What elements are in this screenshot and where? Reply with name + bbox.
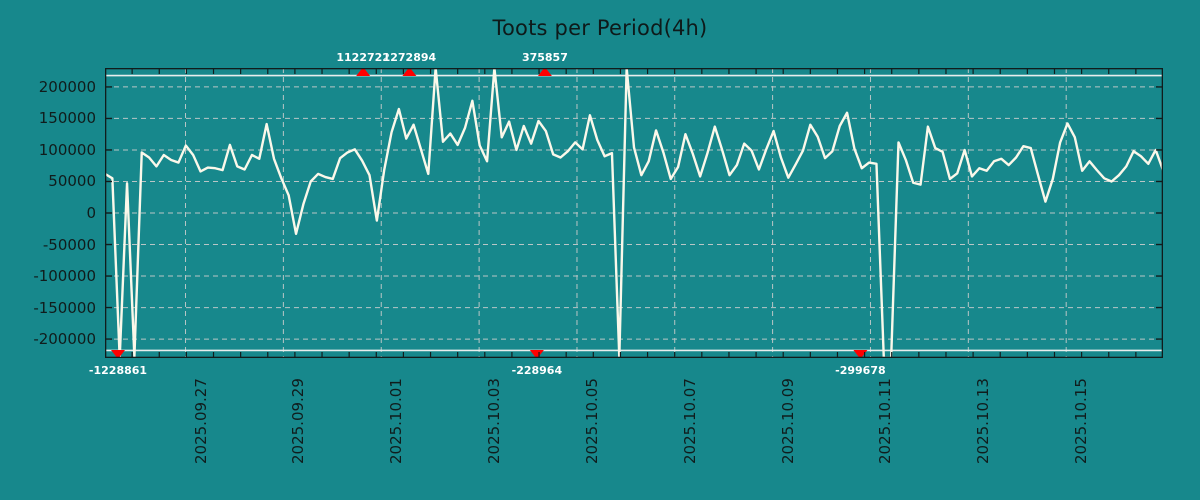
x-tick-label: 2025.10.09 bbox=[778, 378, 797, 464]
trough-3-label: -299678 bbox=[835, 364, 886, 377]
y-tick-label: -50000 bbox=[42, 235, 96, 254]
peak-marker[interactable] bbox=[356, 68, 371, 76]
trough-marker[interactable] bbox=[111, 350, 126, 358]
y-tick-label: 50000 bbox=[48, 172, 96, 191]
y-tick-label: 150000 bbox=[38, 109, 96, 128]
data-series-line bbox=[105, 68, 1163, 358]
trough-2-label: -228964 bbox=[511, 364, 563, 377]
trough-1-label: -1228861 bbox=[88, 364, 148, 377]
peak-3-label: 375857 bbox=[521, 51, 568, 64]
peak-2-label: 1272894 bbox=[382, 51, 437, 64]
x-tick-label: 2025.10.03 bbox=[485, 378, 504, 464]
x-tick-label: 2025.10.01 bbox=[387, 378, 406, 464]
axis-ticks bbox=[105, 68, 1163, 358]
line-chart-svg bbox=[105, 68, 1163, 358]
plot-area[interactable] bbox=[105, 68, 1163, 358]
x-tick-label: 2025.10.07 bbox=[680, 378, 699, 464]
trough-marker[interactable] bbox=[529, 350, 544, 358]
x-tick-label: 2025.09.27 bbox=[191, 378, 210, 464]
y-tick-label: -100000 bbox=[33, 267, 96, 286]
y-tick-label: -200000 bbox=[33, 330, 96, 349]
y-tick-label: 0 bbox=[86, 204, 96, 222]
x-tick-label: 2025.10.13 bbox=[974, 378, 993, 464]
peak-marker[interactable] bbox=[402, 68, 417, 76]
chart-title: Toots per Period(4h) bbox=[492, 16, 708, 40]
plot-border bbox=[105, 68, 1163, 358]
extreme-value-markers[interactable] bbox=[111, 68, 868, 358]
y-tick-label: 200000 bbox=[38, 77, 96, 96]
y-tick-label: 100000 bbox=[38, 140, 96, 159]
peak-marker[interactable] bbox=[537, 68, 552, 76]
x-tick-label: 2025.10.15 bbox=[1072, 378, 1091, 464]
x-tick-label: 2025.09.29 bbox=[289, 378, 308, 464]
x-tick-label: 2025.10.05 bbox=[582, 378, 601, 464]
gridlines bbox=[105, 68, 1163, 358]
x-tick-label: 2025.10.11 bbox=[876, 378, 895, 464]
trough-marker[interactable] bbox=[853, 350, 868, 358]
clip-lines bbox=[105, 74, 1163, 352]
y-tick-label: -150000 bbox=[33, 298, 96, 317]
peak-1-label: 1122722 bbox=[336, 51, 390, 64]
